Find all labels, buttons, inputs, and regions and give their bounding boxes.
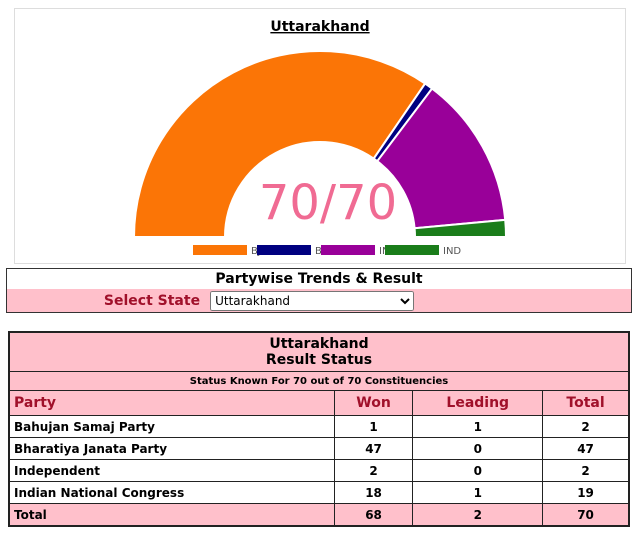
state-row: Select State Uttarakhand [7,289,631,312]
chart-title: Uttarakhand [270,19,369,35]
column-header: Won [333,390,414,416]
total-cell: 70 [542,503,630,527]
cell: 18 [333,481,414,504]
select-label: Select State [103,292,201,309]
total-cell: 68 [333,503,414,527]
cell: Independent [8,459,335,482]
data-row: Bharatiya Janata Party 47 0 47 [8,437,630,460]
table-title-text: Uttarakhand [269,336,369,352]
total-cell: Total [8,503,335,527]
state-select[interactable]: Uttarakhand [210,290,415,311]
data-row: Indian National Congress 18 1 19 [8,481,630,504]
cell: 2 [333,459,414,482]
column-header: Party [8,390,335,416]
data-row: Independent 2 0 2 [8,459,630,482]
cell: 0 [412,437,544,460]
total-cell: 2 [412,503,544,527]
chart-panel: Uttarakhand 70/70BJPBSPINCIND [14,8,626,264]
cell: 47 [542,437,630,460]
column-header: Total [542,390,630,416]
cell: Indian National Congress [8,481,335,504]
legend-swatch [385,245,439,255]
donut-slice [132,50,427,238]
cell: 19 [542,481,630,504]
donut-slice [413,218,508,238]
status-row: Status Known For 70 out of 70 Constituen… [8,371,630,391]
data-row: Bahujan Samaj Party 1 1 2 [8,415,630,438]
cell: 0 [412,459,544,482]
result-table: Uttarakhand Result Status Status Known For… [8,331,630,527]
cell: 1 [412,415,544,438]
cell: 1 [412,481,544,504]
cell: Bahujan Samaj Party [8,415,335,438]
table-subtitle: Result Status [265,352,373,368]
cell: 2 [542,415,630,438]
center-label: 70/70 [259,175,397,231]
cell: Bharatiya Janata Party [8,437,335,460]
cell: 47 [333,437,414,460]
cell: 1 [333,415,414,438]
legend-swatch [321,245,375,255]
header-row: Party Won Leading Total [8,390,630,416]
trends-panel: Partywise Trends & Result Select State U… [6,268,632,313]
column-header: Leading [412,390,544,416]
status-text: Status Known For 70 out of 70 Constituen… [8,371,630,391]
total-row: Total 68 2 70 [8,503,630,527]
legend-label: IND [443,246,461,257]
table-title: Uttarakhand Result Status [8,331,630,372]
title-row: Uttarakhand Result Status [8,331,630,372]
cell: 2 [542,459,630,482]
legend-swatch [193,245,247,255]
trends-title: Partywise Trends & Result [7,269,631,289]
chart: Uttarakhand 70/70BJPBSPINCIND [132,19,508,257]
legend-swatch [257,245,311,255]
